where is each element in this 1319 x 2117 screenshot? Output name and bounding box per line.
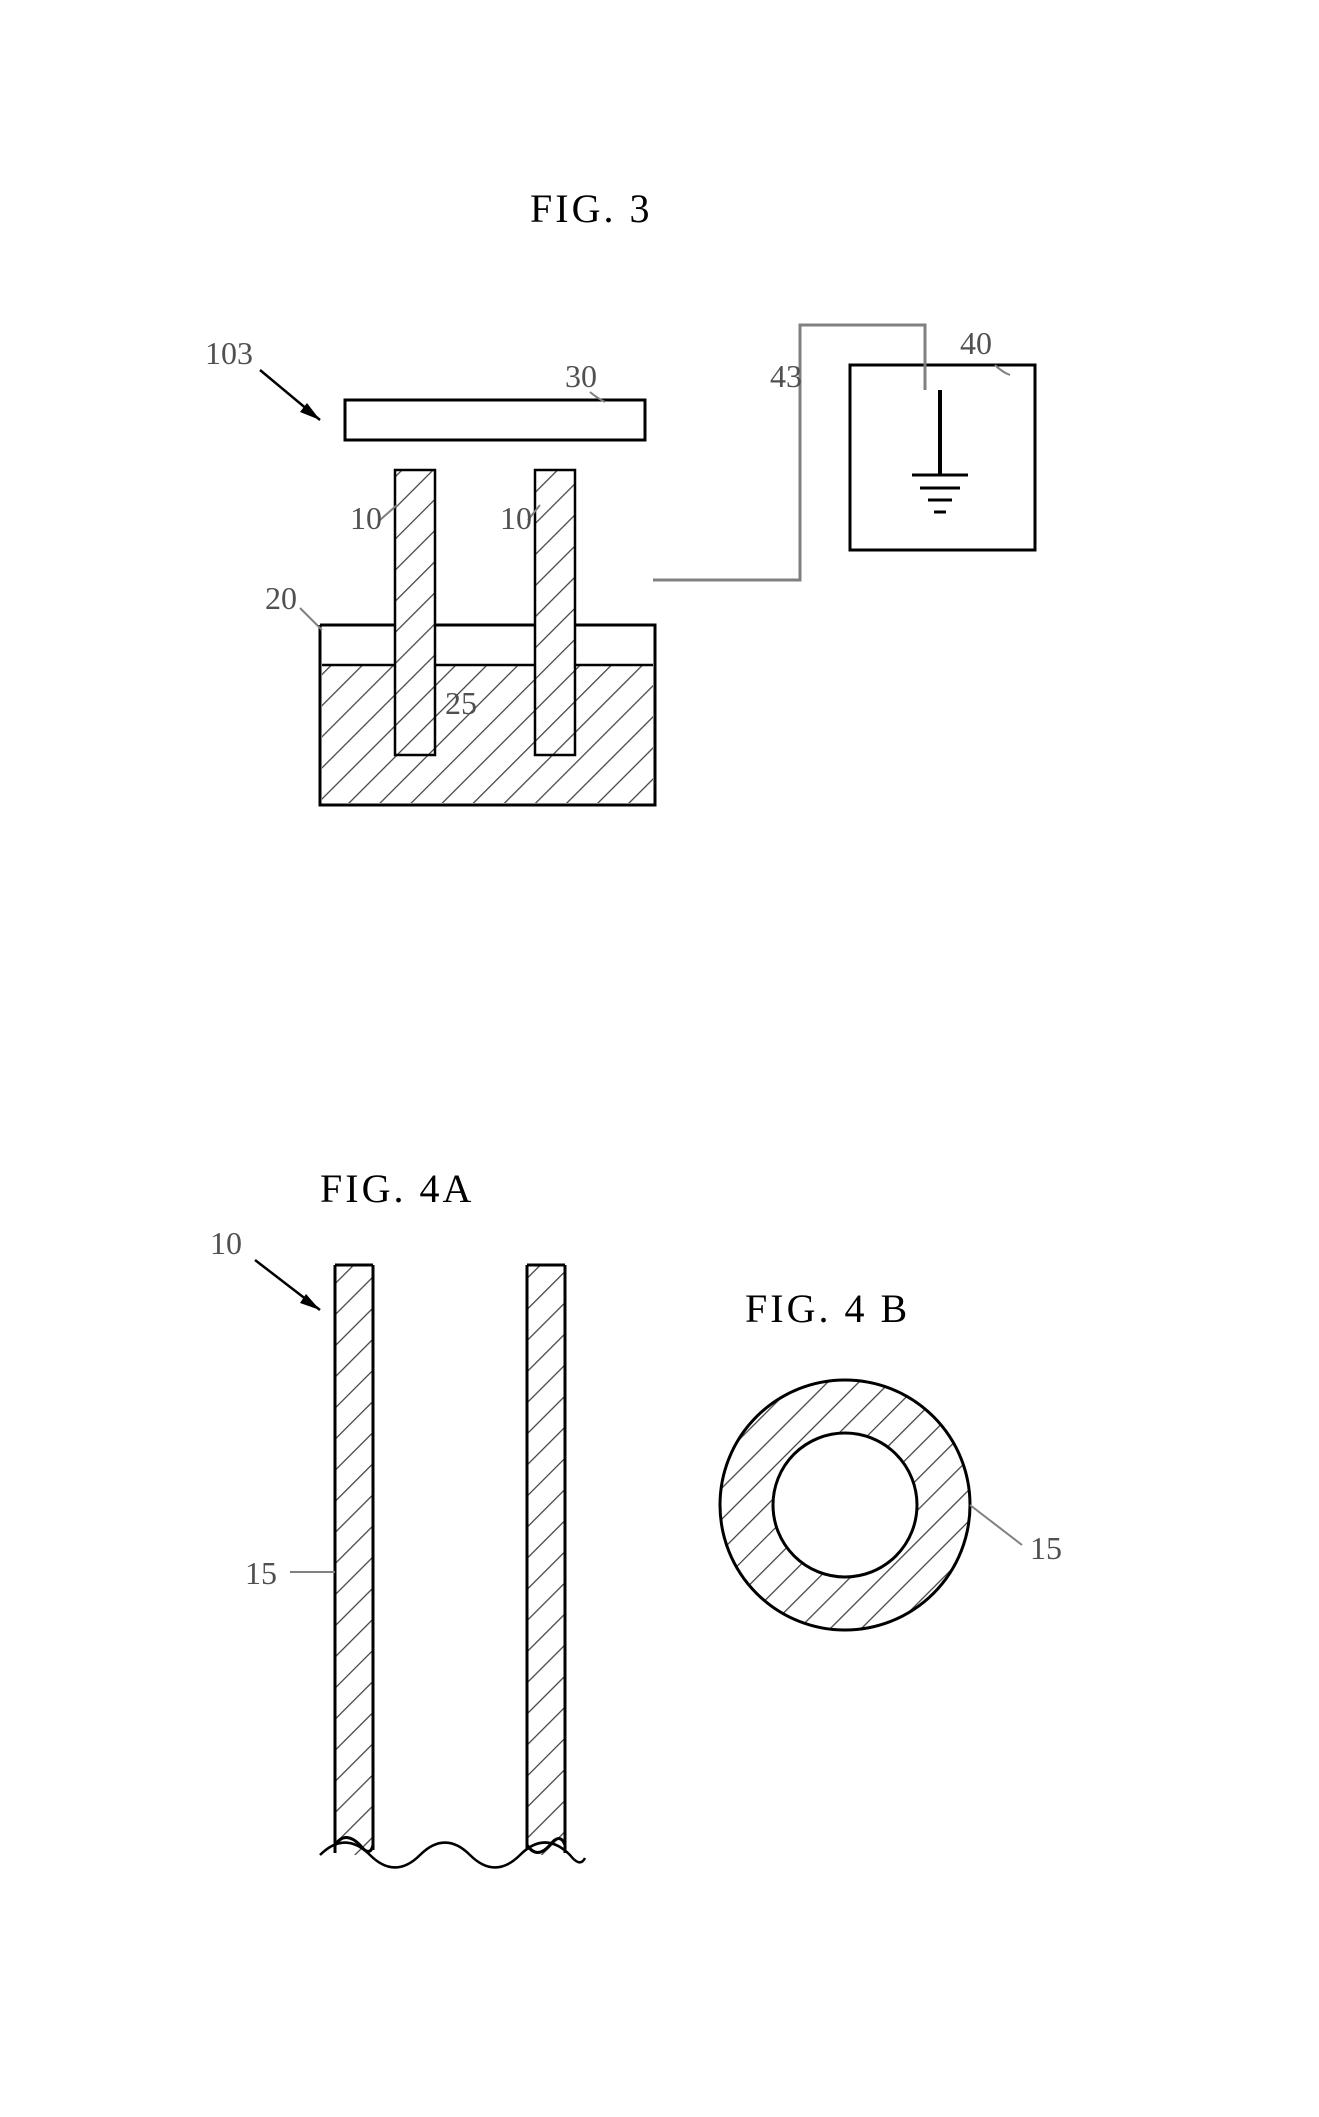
label-15-4b: 15 xyxy=(1030,1530,1062,1567)
fig4b-diagram xyxy=(0,0,1200,1800)
